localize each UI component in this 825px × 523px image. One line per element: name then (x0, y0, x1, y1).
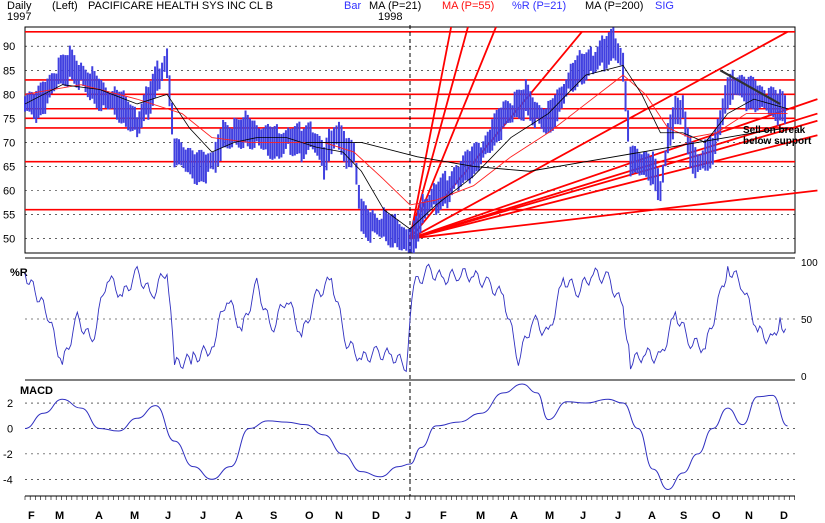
legend-ma55: MA (P=55) (442, 0, 495, 12)
macd-tick-label: 0 (7, 423, 13, 435)
x-month-label: O (712, 510, 721, 522)
x-month-label: J (165, 510, 171, 522)
legend-bar: Bar (344, 0, 362, 12)
x-month-label: F (440, 510, 447, 522)
fan-line (409, 26, 452, 239)
macd-title: MACD (20, 385, 53, 397)
price-tick-label: 55 (3, 210, 15, 222)
x-month-label: J (580, 510, 586, 522)
ma-55-line (24, 74, 788, 206)
x-month-label: J (615, 510, 621, 522)
price-tick-label: 50 (3, 234, 15, 246)
x-month-label: N (335, 510, 343, 522)
x-month-label: M (545, 510, 554, 522)
macd-tick-label: -2 (3, 449, 13, 461)
pct-r-title: %R (10, 267, 28, 279)
macd-tick-label: 2 (7, 398, 13, 410)
legend-pct-r: %R (P=21) (512, 0, 567, 12)
year-start-label: 1997 (7, 11, 32, 23)
x-month-label: J (200, 510, 206, 522)
x-month-label: A (648, 510, 656, 522)
fan-line (409, 112, 818, 240)
pct-r-tick-label: 100 (801, 258, 818, 269)
price-tick-label: 60 (3, 185, 15, 197)
price-tick-label: 65 (3, 161, 15, 173)
legend-ma200: MA (P=200) (585, 0, 644, 12)
legend-sig: SIG (655, 0, 674, 12)
ticker-label: PACIFICARE HEALTH SYS INC CL B (88, 0, 274, 12)
x-month-label: S (680, 510, 687, 522)
x-month-label: F (28, 510, 35, 522)
x-month-label: J (405, 510, 411, 522)
macd-line (24, 383, 788, 490)
pct-r-tick-label: 0 (801, 372, 807, 383)
fan-line (409, 134, 818, 240)
x-month-label: A (95, 510, 103, 522)
period-label: Daily (7, 0, 32, 12)
price-tick-label: 80 (3, 89, 15, 101)
legend-ma21: MA (P=21) (369, 0, 422, 12)
pct-r-line (24, 263, 787, 373)
x-month-label: S (270, 510, 277, 522)
price-tick-label: 75 (3, 113, 15, 125)
x-month-label: D (372, 510, 380, 522)
macd-tick-label: -4 (3, 474, 13, 486)
x-month-label: M (130, 510, 139, 522)
ma-21-line (24, 65, 788, 230)
x-month-label: A (235, 510, 243, 522)
fan-line (409, 119, 818, 240)
x-month-label: O (305, 510, 314, 522)
annotation-text: below support (743, 136, 812, 147)
x-month-label: M (476, 510, 485, 522)
x-month-label: D (780, 510, 788, 522)
fan-line (409, 98, 818, 240)
annotation-text: Sell on break (743, 125, 806, 136)
fan-line (409, 31, 788, 240)
price-tick-label: 90 (3, 41, 15, 53)
axis-side-label: (Left) (52, 0, 78, 12)
fan-line (409, 189, 818, 240)
downtrend-line (719, 69, 781, 105)
price-tick-label: 70 (3, 137, 15, 149)
x-month-label: A (510, 510, 518, 522)
ma-200-line (305, 127, 788, 172)
x-month-label: N (745, 510, 753, 522)
pct-r-tick-label: 50 (801, 315, 813, 326)
year-mid-label: 1998 (378, 11, 403, 23)
x-month-label: M (55, 510, 64, 522)
price-tick-label: 85 (3, 65, 15, 77)
